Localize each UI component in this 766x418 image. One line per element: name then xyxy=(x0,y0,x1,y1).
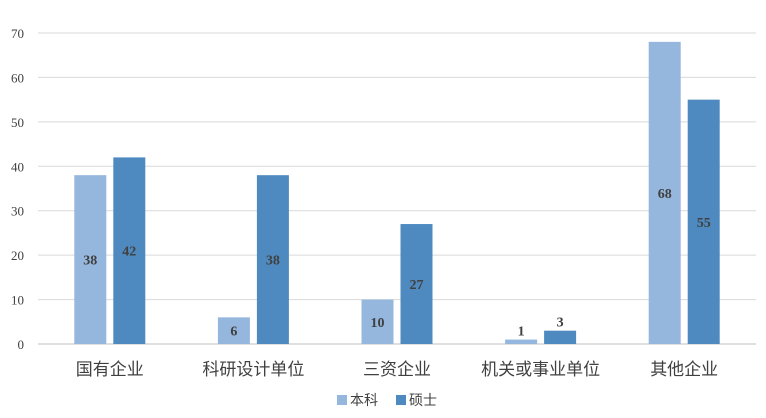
legend-label: 硕士 xyxy=(409,393,437,409)
data-label: 3 xyxy=(557,316,564,331)
legend-label: 本科 xyxy=(350,393,378,409)
bar-本科-机关或事业单位 xyxy=(505,339,538,344)
x-axis-category-labels: 国有企业 科研设计单位 三资企业 机关或事业单位 其他企业 xyxy=(76,360,718,380)
data-label: 38 xyxy=(266,254,280,269)
legend-swatch xyxy=(337,395,347,405)
bar-本科-科研设计单位 xyxy=(217,317,250,344)
data-label: 42 xyxy=(122,245,136,260)
category-label: 科研设计单位 xyxy=(202,360,304,380)
y-tick-label: 50 xyxy=(11,115,24,130)
data-label: 27 xyxy=(410,278,424,293)
bar-硕士-国有企业 xyxy=(113,157,146,344)
data-label: 68 xyxy=(658,187,672,202)
legend-swatch xyxy=(396,395,406,405)
data-label: 38 xyxy=(83,254,97,269)
data-label: 10 xyxy=(371,316,385,331)
bar-硕士-三资企业 xyxy=(400,224,433,344)
bar-本科-国有企业 xyxy=(74,175,107,344)
bar-本科-其他企业 xyxy=(648,41,681,345)
bar-本科-三资企业 xyxy=(361,299,394,344)
y-tick-label: 40 xyxy=(11,159,24,174)
category-label: 其他企业 xyxy=(650,360,718,380)
y-tick-label: 30 xyxy=(11,204,24,219)
bar-硕士-其他企业 xyxy=(687,99,720,345)
y-tick-label: 60 xyxy=(11,70,24,85)
y-tick-label: 0 xyxy=(18,337,25,352)
gridlines xyxy=(38,32,756,345)
category-label: 三资企业 xyxy=(363,360,431,380)
y-tick-label: 10 xyxy=(11,293,24,308)
legend: 本科 硕士 xyxy=(337,393,437,409)
bar-硕士-机关或事业单位 xyxy=(544,330,577,344)
data-label: 1 xyxy=(518,325,525,340)
y-axis-tick-labels: 0 10 20 30 40 50 60 70 xyxy=(11,26,24,352)
category-label: 国有企业 xyxy=(76,360,144,380)
data-label: 55 xyxy=(697,216,711,231)
y-tick-label: 20 xyxy=(11,248,24,263)
data-label: 6 xyxy=(230,325,237,340)
bars xyxy=(74,41,720,345)
bar-硕士-科研设计单位 xyxy=(256,175,289,344)
y-tick-label: 70 xyxy=(11,26,24,41)
category-label: 机关或事业单位 xyxy=(481,360,600,380)
data-labels: 38 42 6 38 10 27 1 3 68 55 xyxy=(83,187,710,340)
